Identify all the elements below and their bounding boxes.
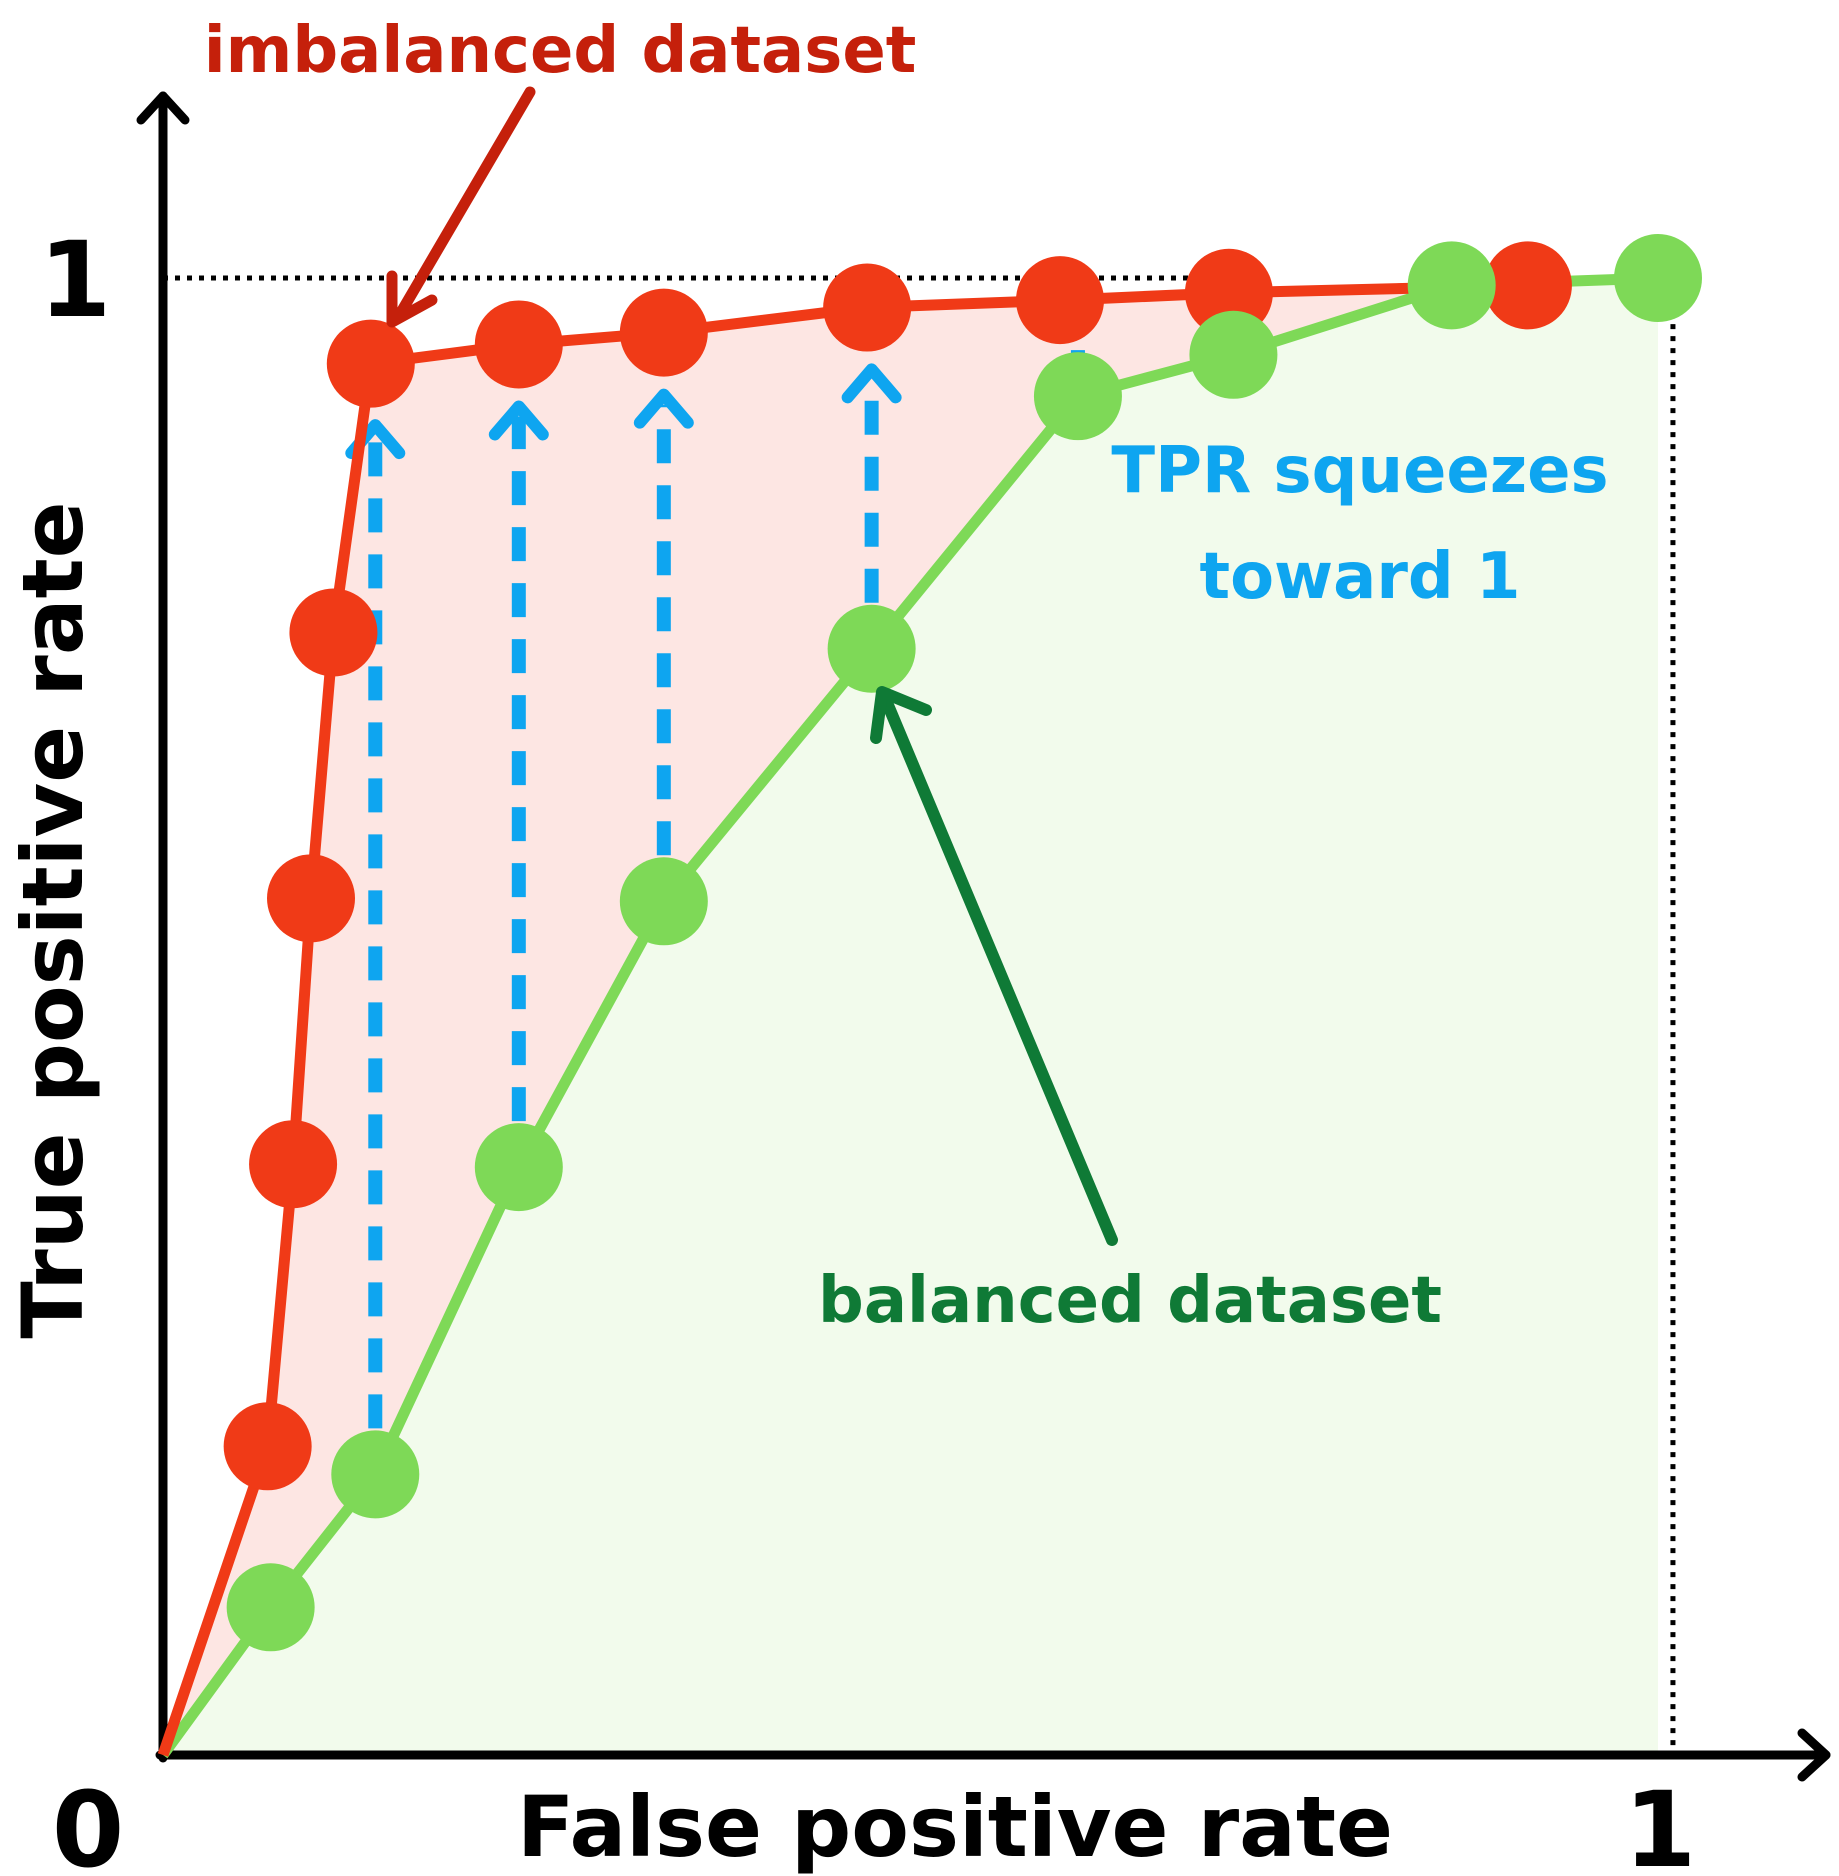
area-fills <box>163 278 1658 1755</box>
balanced-dataset-label: balanced dataset <box>818 1264 1442 1338</box>
balanced-point-6 <box>1033 352 1122 441</box>
x-tick-label-0: 0 <box>52 1769 124 1876</box>
shift-arrowhead-3 <box>841 363 902 404</box>
imbalanced-point-5 <box>326 319 415 408</box>
x-axis-label: False positive rate <box>517 1778 1393 1876</box>
balanced-point-5 <box>827 604 916 693</box>
shift-arrowhead-1 <box>488 400 549 441</box>
imbalanced-point-9 <box>1016 256 1104 345</box>
imbalanced-point-3 <box>267 854 356 943</box>
x-tick-label-1: 1 <box>1624 1769 1696 1876</box>
balanced-point-3 <box>474 1123 563 1212</box>
imbalanced-point-4 <box>289 588 378 677</box>
balanced-point-8 <box>1407 241 1496 330</box>
axes <box>136 91 1831 1782</box>
imbalanced-point-6 <box>474 300 563 389</box>
x-axis-arrowhead <box>1797 1728 1831 1782</box>
balanced-point-7 <box>1189 310 1278 399</box>
imbalanced-callout-arrow <box>394 86 536 320</box>
balanced-point-9 <box>1614 234 1702 322</box>
y-axis-label: True positive rate <box>4 501 102 1338</box>
balanced-point-4 <box>619 857 708 946</box>
y-axis-arrowhead <box>136 91 190 125</box>
imbalanced-area-fill <box>163 278 1658 1755</box>
reference-guides <box>163 275 1676 1755</box>
balanced-point-1 <box>226 1563 315 1652</box>
balanced-callout-arrowhead <box>870 686 932 744</box>
tpr-note-line-1: TPR squeezes <box>1111 434 1608 508</box>
callout-arrows <box>386 86 1118 1246</box>
imbalanced-point-1 <box>223 1402 312 1491</box>
balanced-point-2 <box>331 1430 420 1519</box>
balanced-area-fill <box>163 278 1658 1755</box>
y-tick-label-1: 1 <box>39 219 111 341</box>
shift-arrowhead-2 <box>633 388 694 429</box>
imbalanced-dataset-label: imbalanced dataset <box>204 14 917 88</box>
balanced-series-line <box>158 272 1659 1759</box>
balanced-callout-arrow <box>879 692 1118 1246</box>
tpr-note-line-2: toward 1 <box>1199 540 1520 614</box>
imbalanced-point-8 <box>823 263 912 352</box>
imbalanced-point-7 <box>619 288 708 377</box>
imbalanced-callout-arrowhead <box>386 270 438 328</box>
imbalanced-point-11 <box>1483 241 1572 330</box>
series-points <box>223 234 1702 1652</box>
imbalanced-point-2 <box>249 1120 338 1209</box>
